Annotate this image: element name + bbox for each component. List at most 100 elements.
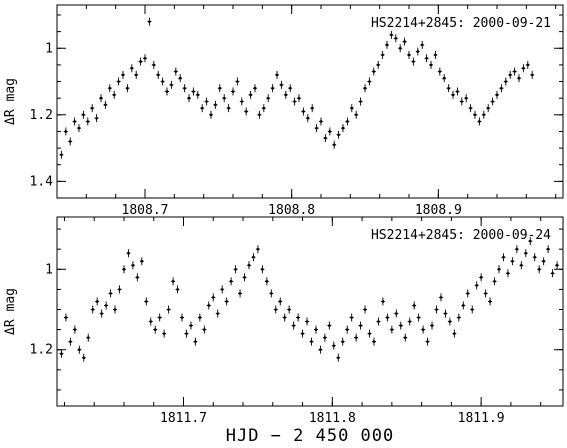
data-point (517, 74, 521, 83)
data-point (248, 90, 253, 99)
data-point (300, 329, 305, 338)
data-point (363, 305, 368, 314)
data-point (156, 70, 161, 79)
data-point (273, 305, 278, 314)
data-point (479, 273, 484, 282)
data-point (497, 265, 502, 274)
data-point (112, 90, 117, 99)
data-point (442, 74, 447, 83)
data-point (492, 277, 497, 286)
data-point (257, 110, 262, 119)
data-point (166, 305, 171, 314)
y-tick-label: 1 (45, 41, 53, 56)
data-point (253, 84, 257, 93)
data-point (420, 40, 425, 49)
data-point (371, 67, 376, 76)
y-tick-label: 1.4 (30, 174, 54, 189)
data-point (246, 261, 251, 270)
data-point (297, 94, 301, 103)
data-point (292, 97, 297, 106)
data-point (345, 117, 350, 126)
data-point (459, 97, 464, 106)
data-point (421, 325, 426, 334)
data-point (195, 90, 200, 99)
data-point (287, 305, 292, 314)
data-point (117, 285, 122, 294)
data-point (318, 345, 323, 354)
data-point (104, 301, 109, 310)
data-point (473, 110, 477, 119)
data-point (488, 297, 493, 306)
data-point (380, 297, 385, 306)
data-point (525, 60, 530, 69)
data-point (477, 117, 482, 126)
data-point (288, 84, 293, 93)
x-axis-title: HJD − 2 450 000 (226, 426, 395, 446)
data-point (313, 325, 318, 334)
data-point (238, 289, 243, 298)
data-point (72, 117, 77, 126)
data-point (403, 333, 408, 342)
data-point (99, 309, 104, 318)
data-point (121, 70, 125, 79)
data-point (266, 94, 271, 103)
panel-annotation: HS2214+2845: 2000-09-24 (371, 228, 551, 243)
data-point (180, 313, 185, 322)
data-point (336, 353, 341, 362)
data-point (103, 100, 108, 109)
data-point (322, 333, 327, 342)
data-point (452, 329, 457, 338)
data-point (63, 127, 68, 136)
data-point (371, 337, 376, 346)
data-point (512, 67, 517, 76)
data-point (398, 44, 403, 53)
data-point (521, 64, 526, 73)
data-point (451, 90, 455, 99)
data-point (411, 57, 416, 66)
data-point (393, 34, 398, 43)
data-point (305, 114, 310, 123)
data-point (178, 74, 183, 83)
data-point (503, 77, 508, 86)
data-point (68, 137, 73, 146)
data-point (437, 67, 442, 76)
data-point (358, 321, 363, 330)
data-point (147, 17, 152, 26)
data-point (331, 341, 336, 350)
data-point (367, 77, 372, 86)
data-point (108, 289, 113, 298)
data-point (354, 333, 359, 342)
data-point (175, 285, 180, 294)
data-point (380, 50, 385, 59)
data-point (261, 104, 266, 113)
data-point (358, 97, 363, 106)
data-point (72, 325, 77, 334)
data-point (59, 349, 64, 358)
data-point (367, 329, 372, 338)
data-point (191, 87, 196, 96)
data-point (349, 313, 354, 322)
data-point (481, 110, 486, 119)
data-point (340, 337, 345, 346)
data-point (162, 329, 167, 338)
data-point (314, 124, 319, 133)
data-point (456, 313, 461, 322)
data-point (402, 37, 407, 46)
data-point (433, 50, 438, 59)
data-point (157, 313, 162, 322)
data-point (217, 84, 222, 93)
plot-frame (56, 4, 564, 199)
data-point (341, 124, 345, 133)
data-point (193, 337, 198, 346)
data-point (296, 313, 301, 322)
data-point (412, 301, 417, 310)
data-point (213, 100, 218, 109)
data-point (77, 345, 82, 354)
data-point (434, 305, 439, 314)
data-point (464, 94, 469, 103)
data-point (107, 84, 112, 93)
data-point (555, 261, 560, 270)
data-point (138, 57, 143, 66)
data-point (546, 245, 551, 254)
